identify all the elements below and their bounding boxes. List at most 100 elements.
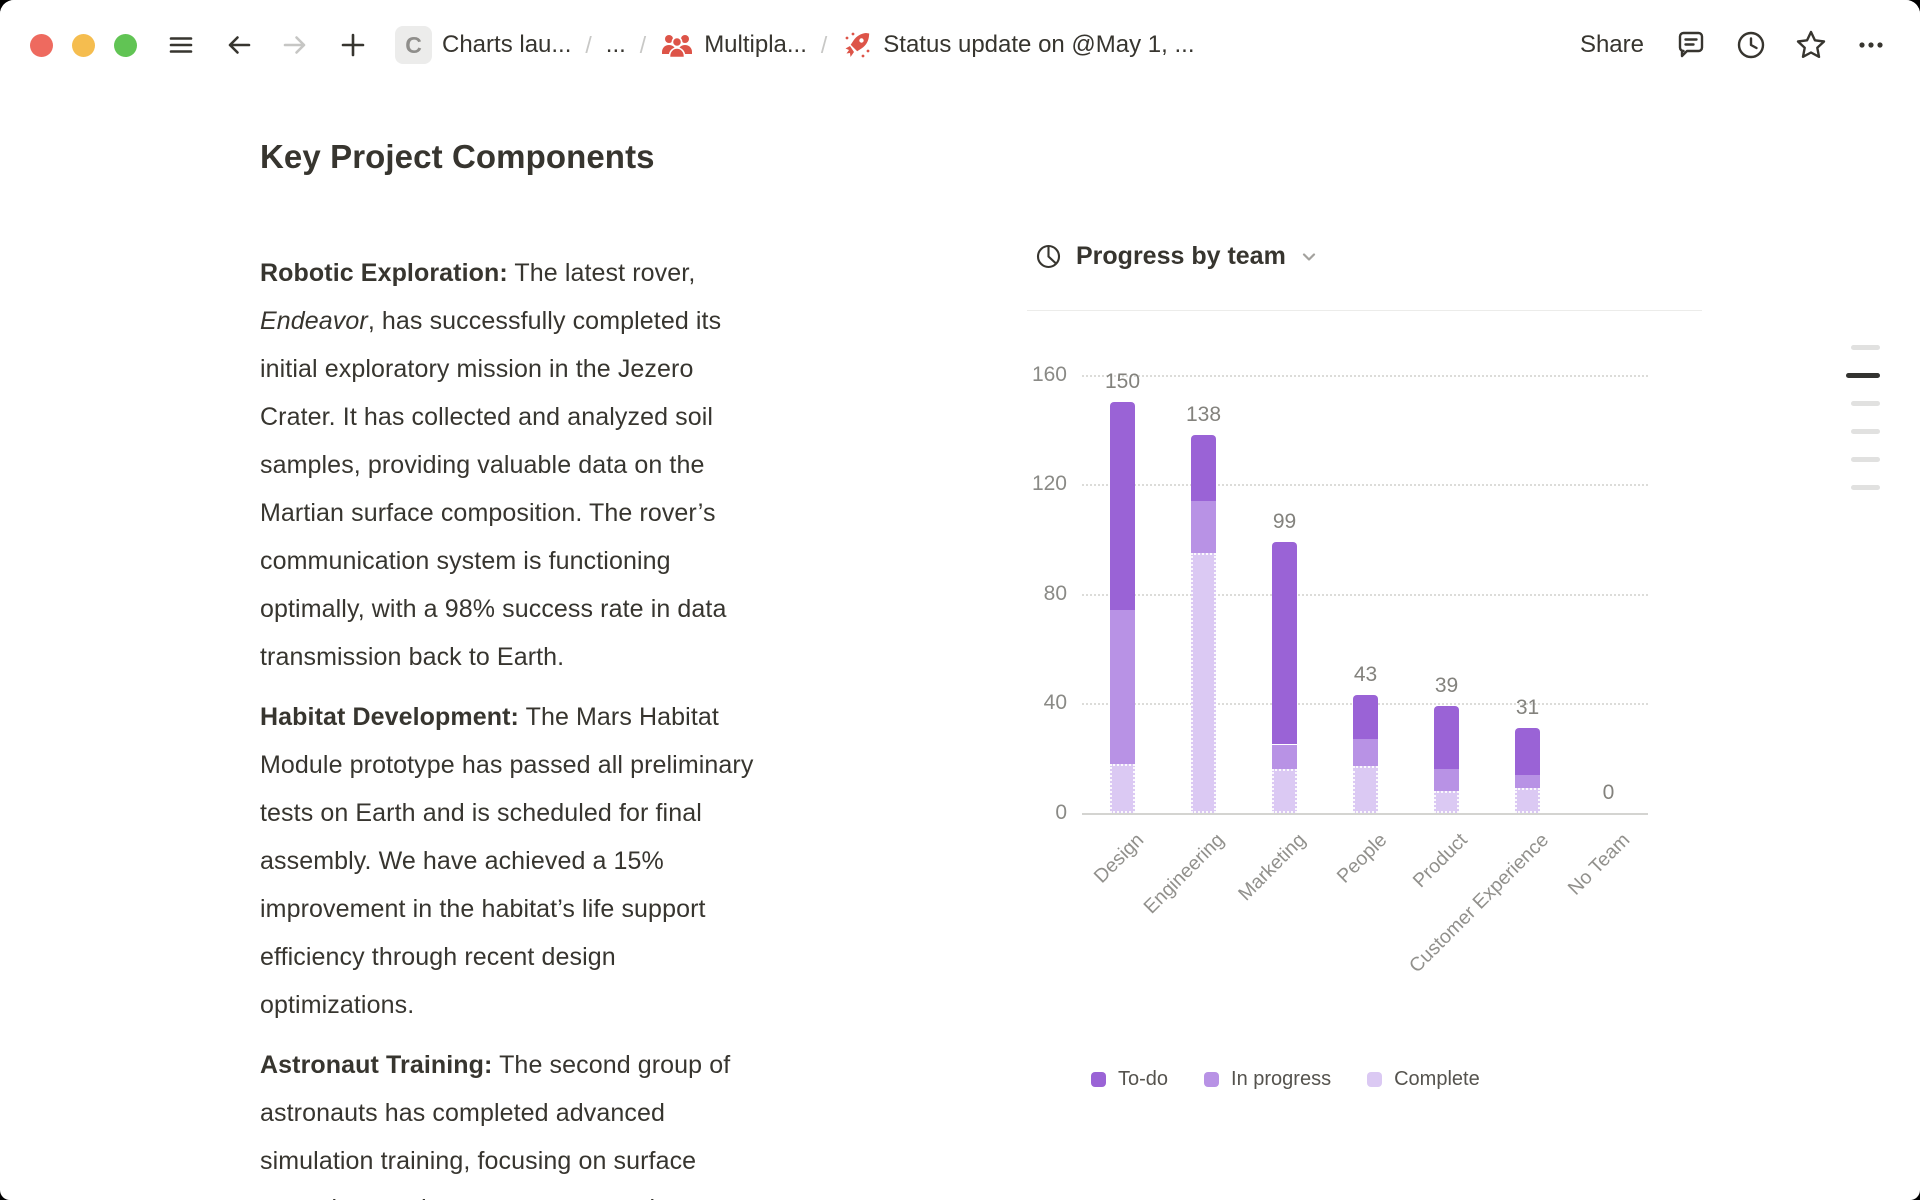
- x-axis-line: [1082, 813, 1648, 815]
- bar-segment-complete-customer-experience[interactable]: [1515, 788, 1540, 813]
- breadcrumb-item-multiplayer[interactable]: Multipla...: [654, 26, 813, 64]
- bar-value-label: 39: [1434, 674, 1459, 698]
- text-line: Endeavor, has successfully completed its: [260, 307, 722, 335]
- zoom-button[interactable]: [114, 33, 137, 57]
- outline-indicator-bar[interactable]: [1851, 345, 1880, 350]
- legend-item-to-do[interactable]: To-do: [1091, 1068, 1168, 1091]
- chart-header-divider: [1027, 310, 1702, 311]
- legend-label: In progress: [1231, 1068, 1332, 1090]
- forward-icon: [283, 36, 306, 54]
- favorite-button[interactable]: [1788, 24, 1834, 66]
- text-line: simulation training, focusing on surface: [260, 1147, 697, 1175]
- more-button[interactable]: [1848, 24, 1894, 66]
- breadcrumb-separator: /: [820, 31, 828, 58]
- breadcrumb-item-status-update[interactable]: Status update on @May 1, ...: [835, 25, 1200, 65]
- chart-block: Progress by team 0 40 80 120 160 150 Design 138…: [1027, 240, 1702, 1140]
- y-axis-label: 0: [1055, 801, 1067, 824]
- text-line: Habitat Development: The Mars Habitat: [260, 703, 719, 731]
- text-line: initial exploratory mission in the Jezer…: [260, 355, 694, 383]
- clock-icon: [1737, 31, 1765, 59]
- bar-segment-complete-engineering[interactable]: [1191, 552, 1216, 813]
- bar-segment-in-progress-people[interactable]: [1353, 739, 1378, 767]
- chart-header-dropdown[interactable]: Progress by team: [1035, 242, 1318, 271]
- text-line: operations and emergency protocols: [260, 1185, 960, 1200]
- share-button[interactable]: Share: [1570, 25, 1654, 65]
- breadcrumb-label: Multipla...: [704, 31, 807, 58]
- text-line: improvement in the habitat’s life suppor…: [260, 895, 706, 923]
- outline-indicator-bar[interactable]: [1851, 429, 1880, 434]
- page-letter-badge: C: [395, 26, 432, 64]
- comment-icon: [1678, 31, 1704, 58]
- bar-segment-complete-product[interactable]: [1434, 791, 1459, 813]
- new-page-button[interactable]: [337, 29, 369, 61]
- breadcrumb-item-charts[interactable]: C Charts lau...: [389, 22, 577, 68]
- outline-indicator-bar[interactable]: [1846, 373, 1880, 378]
- bar-segment-to-do-marketing[interactable]: [1272, 541, 1297, 745]
- forward-button[interactable]: [279, 29, 311, 61]
- bar-segment-in-progress-marketing[interactable]: [1272, 744, 1297, 770]
- gridline: [1082, 484, 1648, 487]
- doc-paragraphs: Robotic Exploration: The latest rover, En…: [260, 249, 960, 1200]
- chart-plot: 0 40 80 120 160 150 Design 138 Engineering 99 Mark…: [1027, 240, 1702, 977]
- breadcrumb-item-collapsed[interactable]: ...: [605, 31, 626, 58]
- history-button[interactable]: [1728, 24, 1774, 66]
- chevron-down-icon: [1302, 252, 1315, 261]
- y-axis-label: 40: [1043, 691, 1067, 715]
- gridline: [1082, 374, 1648, 377]
- paragraph[interactable]: Robotic Exploration: The latest rover, En…: [260, 249, 960, 681]
- gridline: [1082, 593, 1648, 596]
- text-line: Astronaut Training: The second group of: [260, 1051, 731, 1079]
- paragraph[interactable]: Astronaut Training: The second group of a…: [260, 1041, 960, 1200]
- chart-legend: To-do In progress Complete: [1091, 1068, 1480, 1091]
- bar-segment-in-progress-engineering[interactable]: [1191, 500, 1216, 553]
- text-line: optimally, with a 98% success rate in da…: [260, 595, 727, 623]
- outline-indicator-bar[interactable]: [1851, 457, 1880, 462]
- titlebar-actions: Share: [1570, 24, 1894, 66]
- legend-swatch: [1367, 1072, 1383, 1087]
- outline-indicator[interactable]: [1846, 345, 1880, 513]
- sidebar-toggle-button[interactable]: [165, 29, 197, 61]
- breadcrumb-label: Charts lau...: [442, 31, 572, 58]
- bar-segment-to-do-people[interactable]: [1353, 695, 1378, 739]
- bar-segment-in-progress-product[interactable]: [1434, 769, 1459, 792]
- ellipsis-icon: [1859, 42, 1883, 48]
- back-button[interactable]: [223, 29, 255, 61]
- bar-segment-complete-design[interactable]: [1110, 763, 1135, 813]
- legend-item-in-progress[interactable]: In progress: [1204, 1068, 1331, 1091]
- x-axis-label: No Team: [1563, 829, 1635, 900]
- titlebar: C Charts lau... / ... / Multipla... /: [0, 0, 1920, 90]
- chart-title: Progress by team: [1076, 242, 1286, 270]
- text-line: samples, providing valuable data on the: [260, 451, 705, 479]
- text-line: Module prototype has passed all prelimin…: [260, 751, 754, 779]
- comments-button[interactable]: [1668, 24, 1714, 66]
- legend-item-complete[interactable]: Complete: [1367, 1068, 1480, 1091]
- bar-segment-in-progress-design[interactable]: [1110, 610, 1135, 764]
- bar-segment-to-do-design[interactable]: [1110, 402, 1135, 611]
- y-axis-label: 80: [1043, 581, 1067, 605]
- bar-segment-complete-marketing[interactable]: [1272, 769, 1297, 813]
- close-button[interactable]: [30, 33, 53, 57]
- hamburger-icon: [169, 37, 193, 53]
- rocket-icon: [845, 32, 870, 58]
- minimize-button[interactable]: [72, 33, 95, 57]
- traffic-lights: [30, 33, 137, 57]
- y-axis-label: 160: [1031, 362, 1067, 386]
- breadcrumb-label: Status update on @May 1, ...: [883, 31, 1195, 58]
- paragraph[interactable]: Habitat Development: The Mars Habitat Mod…: [260, 693, 960, 1029]
- x-axis-label: Engineering: [1139, 829, 1230, 919]
- pie-chart-icon: [1036, 244, 1061, 269]
- bar-segment-complete-people[interactable]: [1353, 766, 1378, 813]
- bar-segment-in-progress-customer-experience[interactable]: [1515, 774, 1540, 789]
- bar-segment-to-do-customer-experience[interactable]: [1515, 728, 1540, 775]
- bar-segment-to-do-product[interactable]: [1434, 706, 1459, 770]
- x-axis-label: Marketing: [1233, 829, 1311, 906]
- outline-indicator-bar[interactable]: [1851, 401, 1880, 406]
- breadcrumb-separator: /: [639, 31, 647, 58]
- bar-value-label: 43: [1353, 663, 1378, 687]
- bar-value-label: 31: [1515, 696, 1540, 720]
- outline-indicator-bar[interactable]: [1851, 485, 1880, 490]
- bar-segment-to-do-engineering[interactable]: [1191, 434, 1216, 501]
- document-body[interactable]: Key Project Components Robotic Explorati…: [260, 135, 960, 1200]
- text-line: optimizations.: [260, 991, 415, 1019]
- bar-value-label: 138: [1185, 402, 1222, 426]
